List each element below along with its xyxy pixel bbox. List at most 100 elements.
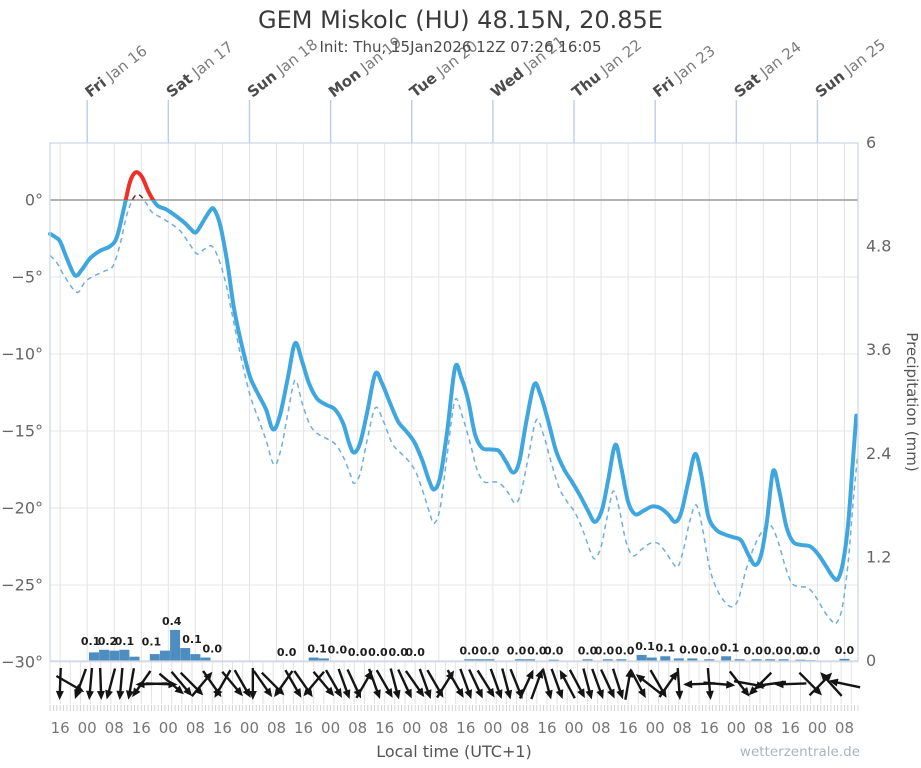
precip-tick-label: 4.8: [866, 237, 891, 256]
precip-amount-label: 0.4: [162, 615, 182, 628]
temp-tick-label: −5°: [11, 268, 43, 287]
temp-tick-label: −25°: [1, 576, 43, 595]
wind-arrow: [446, 669, 464, 698]
precip-axis-labels: 0 1.2 2.4 3.6 4.8 6: [866, 133, 891, 670]
precip-amount-label: 0.0: [764, 644, 784, 657]
temp-tick-label: 0°: [25, 191, 43, 210]
precip-bar: [646, 657, 657, 661]
precip-bar: [484, 659, 495, 661]
precip-amount-label: 0.0: [388, 646, 408, 659]
time-tick-label: 16: [375, 719, 394, 737]
time-tick-label: 08: [673, 719, 692, 737]
wind-arrow: [312, 670, 335, 697]
time-tick-label: 00: [78, 719, 97, 737]
precip-amount-label: 0.1: [81, 635, 101, 648]
wind-arrow: [518, 669, 534, 700]
time-tick-label: 00: [321, 719, 340, 737]
wind-arrow: [774, 680, 807, 689]
precip-amount-label: 0.0: [544, 645, 564, 658]
precip-bar: [149, 654, 160, 661]
wind-arrow: [591, 668, 604, 700]
day-ticks: [86, 100, 819, 143]
wind-arrow: [284, 669, 302, 698]
wind-arrow: [828, 678, 861, 689]
precip-amount-label: 0.0: [277, 646, 297, 659]
wind-arrows: [55, 667, 861, 700]
precip-amount-label: 0.0: [203, 643, 223, 656]
time-tick-label: 16: [456, 719, 475, 737]
temp-tick-label: −30°: [1, 653, 43, 672]
wind-arrow: [568, 669, 585, 699]
precip-bar: [616, 659, 627, 661]
precip-bar: [109, 650, 120, 661]
time-tick-label: 00: [564, 719, 583, 737]
precip-bars: [88, 629, 850, 661]
precip-bar: [751, 659, 762, 661]
precip-bar: [119, 649, 130, 661]
grid-horizontal: [50, 199, 858, 663]
precip-amount-label: 0.1: [720, 641, 740, 654]
precip-bar: [778, 659, 789, 661]
precip-bar: [734, 659, 745, 661]
time-tick-label: 08: [754, 719, 773, 737]
precip-amount-label: 0.0: [368, 646, 388, 659]
time-tick-label: 08: [592, 719, 611, 737]
precip-bar: [602, 659, 613, 661]
wind-arrow: [125, 668, 136, 700]
time-tick-label: 08: [348, 719, 367, 737]
time-tick-label: 08: [267, 719, 286, 737]
wind-arrow: [468, 668, 483, 699]
wind-arrow: [337, 668, 351, 700]
precip-bar: [318, 658, 329, 661]
precip-bar: [765, 659, 776, 661]
precip-bar: [129, 656, 140, 661]
precip-amount-label: 0.0: [507, 644, 527, 657]
wind-arrow: [629, 669, 646, 699]
wind-arrow: [404, 670, 425, 698]
precip-amount-label: 0.0: [480, 644, 500, 657]
precip-bar: [548, 659, 559, 661]
precip-amount-label: 0.0: [679, 643, 699, 656]
precip-bar: [308, 657, 319, 661]
precip-amount-label: 0.0: [595, 644, 615, 657]
wind-arrow: [658, 670, 678, 698]
wind-arrow: [635, 674, 662, 695]
temperature-line: [48, 200, 859, 583]
precip-amount-label: 0.0: [784, 644, 804, 657]
precip-amount-label: 0.0: [743, 644, 763, 657]
wind-arrow: [501, 668, 513, 700]
time-tick-label: 08: [510, 719, 529, 737]
precip-amount-label: 0.0: [835, 644, 855, 657]
time-tick-label: 08: [429, 719, 448, 737]
time-tick-label: 16: [51, 719, 70, 737]
wind-arrow: [820, 672, 843, 697]
wind-arrow: [324, 669, 342, 698]
time-axis-labels: 16 00 08 16 00 08 16 00 08 16 00 08 16 00 08 16 00 08 16 00…: [51, 719, 854, 737]
precip-bar: [795, 659, 806, 661]
wind-arrow: [389, 668, 401, 700]
wind-arrow: [170, 670, 193, 697]
precip-tick-label: 2.4: [866, 444, 891, 463]
precip-amount-label: 0.0: [459, 644, 479, 657]
time-tick-label: 00: [483, 719, 502, 737]
chart-title: GEM Miskolc (HU) 48.15N, 20.85E: [258, 6, 663, 34]
wind-arrow: [599, 668, 615, 699]
precip-amount-label: 0.0: [328, 643, 348, 656]
time-tick-label: 00: [808, 719, 827, 737]
time-tick-label: 08: [186, 719, 205, 737]
precip-amount-label: 0.1: [182, 633, 202, 646]
wind-arrow: [476, 669, 495, 698]
wind-arrow: [705, 667, 714, 700]
time-tick-label: 16: [132, 719, 151, 737]
wind-arrow: [611, 668, 624, 700]
grid-vertical: [59, 143, 845, 661]
precip-bar: [200, 657, 211, 661]
precip-bar: [88, 652, 99, 661]
time-tick-label: 00: [646, 719, 665, 737]
time-tick-label: 00: [159, 719, 178, 737]
time-tick-label: 16: [619, 719, 638, 737]
time-tick-label: 08: [835, 719, 854, 737]
precip-tick-label: 0: [866, 651, 876, 670]
wind-arrow: [675, 667, 684, 700]
precip-axis-title: Precipitation (mm): [903, 332, 921, 471]
